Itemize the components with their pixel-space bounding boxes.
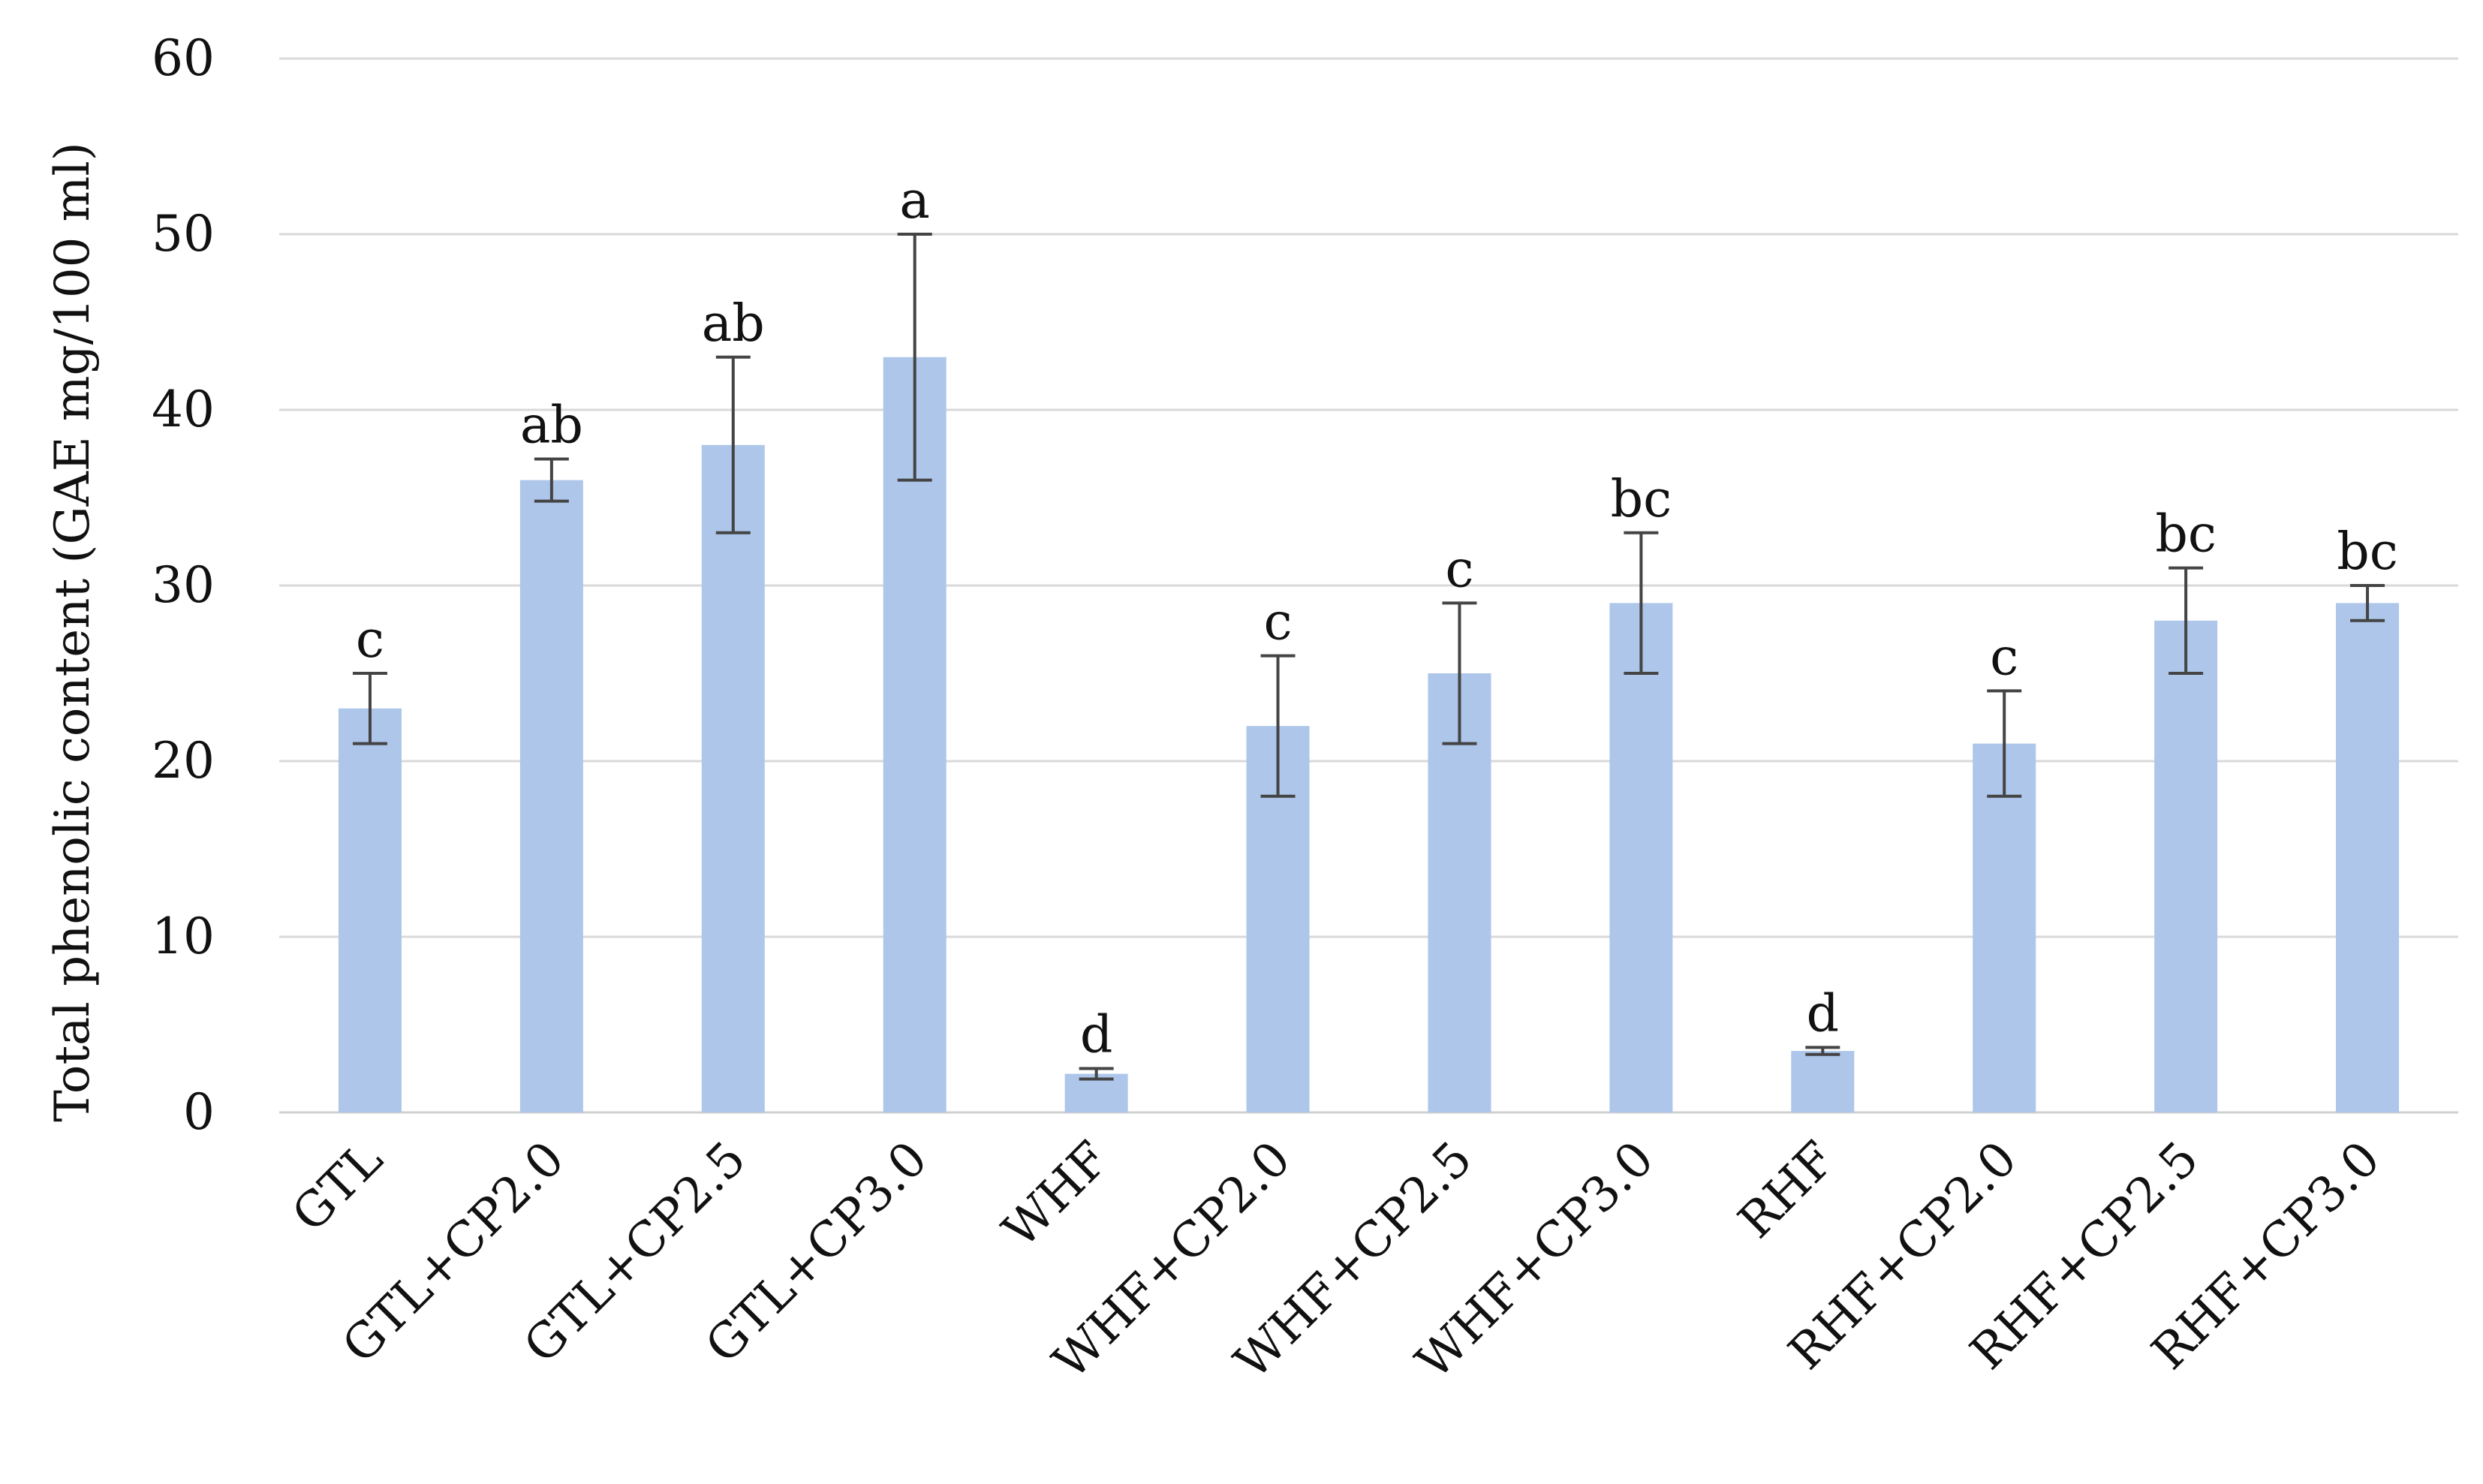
y-tick-label-30: 30 [152, 556, 215, 614]
error-bar-RHF+CP2.0 [1987, 689, 2022, 798]
y-tick-label-40: 40 [152, 381, 215, 438]
significance-label-RHF+CP3.0: bc [2337, 522, 2398, 582]
bar-WHF+CP2.5 [1428, 673, 1491, 1112]
error-bar-WHF [1079, 1067, 1114, 1081]
bar-RHF+CP2.5 [2154, 620, 2218, 1112]
error-bar-WHF+CP3.0 [1624, 531, 1659, 675]
bar-GTL+CP3.0 [883, 357, 947, 1112]
significance-label-RHF+CP2.0: c [1990, 628, 2018, 687]
significance-label-GTL+CP2.0: ab [520, 396, 583, 456]
significance-label-WHF+CP2.5: c [1445, 540, 1473, 599]
error-bar-WHF+CP2.5 [1442, 601, 1477, 745]
significance-label-GTL+CP3.0: a [899, 171, 930, 230]
error-bar-WHF+CP2.0 [1260, 654, 1296, 798]
error-bar-GTL+CP2.0 [534, 457, 569, 503]
error-bars-layer [352, 233, 2385, 1081]
error-bar-RHF [1805, 1046, 1840, 1056]
bar-RHF+CP2.0 [1973, 743, 2036, 1112]
y-tick-label-10: 10 [152, 908, 215, 965]
y-tick-label-50: 50 [152, 205, 215, 263]
significance-label-WHF+CP3.0: bc [1611, 470, 1672, 529]
bar-GTL+CP2.5 [701, 444, 765, 1112]
error-bar-GTL [352, 672, 387, 745]
x-tick-label-GTL: GTL [282, 1131, 394, 1243]
bar-RHF [1791, 1051, 1855, 1112]
significance-label-GTL+CP2.5: ab [702, 294, 765, 354]
y-tick-label-20: 20 [152, 732, 215, 790]
error-bar-RHF+CP3.0 [2350, 584, 2385, 622]
significance-label-RHF+CP2.5: bc [2155, 505, 2217, 564]
x-tick-label-RHF: RHF [1728, 1131, 1846, 1249]
bar-GTL [338, 708, 402, 1112]
significance-label-WHF: d [1080, 1006, 1113, 1065]
significance-label-GTL: c [356, 610, 384, 670]
y-tick-label-0: 0 [183, 1083, 215, 1141]
x-tick-label-WHF: WHF [992, 1131, 1120, 1259]
bars-layer [338, 357, 2400, 1112]
significance-label-RHF: d [1807, 984, 1840, 1043]
error-bar-GTL+CP3.0 [897, 233, 932, 482]
error-bar-GTL+CP2.5 [715, 355, 751, 534]
grid-layer [279, 57, 2458, 1114]
significance-label-WHF+CP2.0: c [1263, 593, 1292, 652]
bar-GTL+CP2.0 [519, 480, 583, 1112]
bar-RHF+CP3.0 [2336, 603, 2400, 1112]
error-bar-RHF+CP2.5 [2168, 566, 2204, 675]
bar-WHF+CP3.0 [1609, 603, 1673, 1112]
y-axis-title: Total phenolic content (GAE mg/100 ml) [45, 142, 101, 1122]
y-tick-label-60: 60 [152, 29, 215, 87]
